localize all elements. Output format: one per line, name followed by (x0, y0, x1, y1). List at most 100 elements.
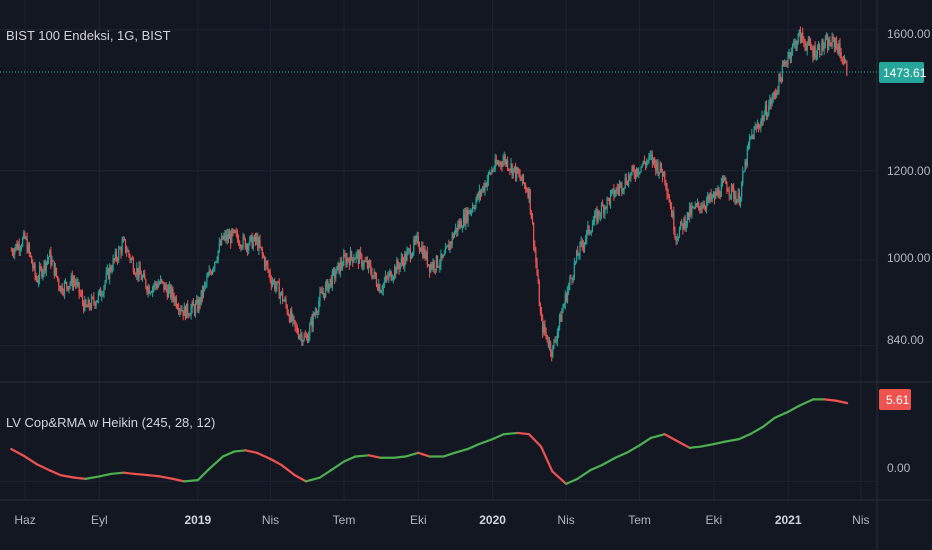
candle-body (292, 316, 294, 321)
candle-body (828, 39, 830, 50)
candle-body (181, 310, 183, 312)
candle-body (707, 195, 709, 202)
candle-body (780, 77, 782, 82)
candle-body (745, 161, 747, 166)
oscillator-segment (737, 433, 752, 441)
candle-body (80, 294, 83, 296)
candle-body (599, 215, 601, 217)
x-tick-label: 2019 (184, 513, 211, 527)
candle-body (804, 41, 806, 47)
candlestick-series (10, 26, 848, 362)
candle-body (161, 279, 163, 282)
candle-body (42, 271, 44, 277)
candle-body (379, 284, 381, 293)
candle-body (112, 258, 114, 271)
grid-lines (0, 0, 877, 500)
candle-body (534, 245, 536, 251)
candle-body (393, 267, 396, 277)
osc-last-value: 5.61 (886, 393, 910, 407)
oscillator-segment (699, 443, 715, 448)
oscillator-segment (280, 464, 296, 477)
candle-body (245, 244, 248, 249)
candle-body (500, 161, 502, 165)
candle-body (231, 229, 233, 243)
candle-body (16, 244, 18, 250)
candle-body (351, 251, 353, 258)
candle-body (485, 183, 487, 187)
oscillator-segment (749, 425, 765, 436)
candle-body (282, 291, 284, 301)
candle-body (248, 244, 250, 251)
candle-body (155, 282, 157, 286)
candle-body (173, 297, 175, 303)
candle-body (142, 273, 145, 277)
candle-body (101, 295, 103, 297)
candle-body (11, 250, 14, 254)
candle-body (471, 206, 474, 211)
candle-body (220, 235, 223, 245)
osc-last-badge (879, 389, 911, 410)
candle-body (724, 178, 726, 181)
candle-body (797, 33, 799, 43)
candle-body (355, 253, 357, 259)
candle-body (484, 183, 486, 191)
candle-body (410, 256, 413, 259)
candle-body (477, 194, 479, 198)
candle-body (677, 237, 679, 240)
candle-body (838, 43, 840, 54)
candle-body (712, 193, 714, 197)
candle-body (75, 281, 77, 286)
candle-body (110, 266, 112, 271)
candle-body (392, 276, 395, 279)
candle-body (616, 188, 618, 190)
candle-body (204, 284, 206, 287)
candle-body (429, 264, 431, 272)
candle-body (103, 286, 105, 294)
oscillator-segment (122, 471, 136, 476)
candle-body (153, 286, 155, 288)
oscillator-segment (171, 477, 186, 483)
candle-body (200, 290, 202, 304)
candle-body (118, 248, 120, 260)
candle-body (236, 232, 239, 239)
candle-body (265, 261, 267, 267)
candle-body (67, 286, 69, 290)
candle-body (417, 236, 419, 246)
candle-body (746, 147, 748, 166)
candle-body (486, 180, 488, 187)
candle-body (167, 288, 170, 298)
candle-body (251, 235, 253, 249)
candle-body (590, 231, 592, 233)
oscillator-segment (367, 454, 382, 459)
candle-body (651, 154, 653, 163)
candle-body (418, 245, 421, 250)
candle-body (461, 227, 464, 229)
oscillator-segment (834, 399, 849, 405)
candle-body (337, 262, 339, 266)
candle-body (817, 45, 820, 49)
candle-body (465, 209, 467, 225)
candle-body (391, 278, 393, 281)
candle-body (106, 268, 109, 273)
x-tick-label: Eki (706, 513, 723, 527)
candle-body (144, 273, 146, 280)
candle-body (719, 196, 721, 198)
candle-body (407, 249, 409, 252)
candle-body (656, 162, 658, 171)
candle-body (218, 242, 220, 251)
candle-body (45, 261, 47, 271)
candle-body (537, 274, 539, 282)
candle-body (52, 260, 54, 262)
candle-body (822, 40, 824, 50)
candle-body (760, 121, 762, 128)
candle-body (588, 225, 590, 234)
candle-body (799, 30, 802, 43)
candle-body (296, 327, 298, 334)
candle-body (33, 264, 35, 269)
candle-body (788, 52, 790, 57)
candle-body (693, 207, 695, 209)
candle-body (699, 206, 701, 211)
candle-body (639, 171, 641, 173)
candle-body (603, 205, 605, 214)
candle-body (698, 202, 700, 207)
